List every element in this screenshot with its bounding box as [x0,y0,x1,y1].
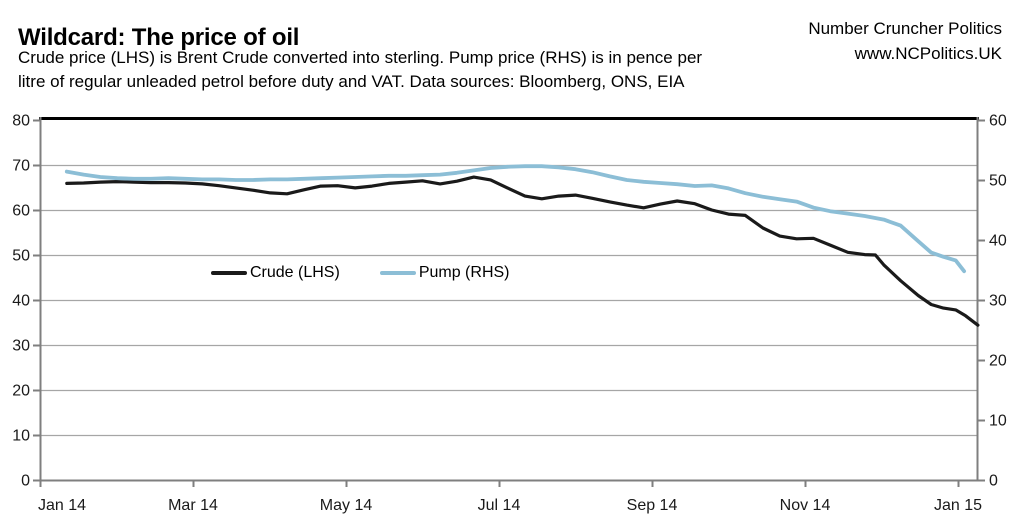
right-axis-label-10: 10 [989,413,1007,430]
pump-line [64,164,966,274]
x-axis-label-0: Jan 14 [38,497,86,514]
left-axis-label-80: 80 [12,113,30,130]
right-axis-label-60: 60 [989,113,1007,130]
left-axis-label-70: 70 [12,158,30,175]
legend-label-pump: Pump (RHS) [418,264,510,281]
right-axis-label-0: 0 [989,473,998,490]
subtitle-line-2: litre of regular unleaded petrol before … [18,72,685,91]
right-axis-label-20: 20 [989,353,1007,370]
left-axis-label-40: 40 [12,293,30,310]
right-axis-label-40: 40 [989,233,1007,250]
x-axis-label-2: May 14 [320,497,373,514]
x-axis-label-3: Jul 14 [478,497,521,514]
legend-label-crude: Crude (LHS) [250,264,340,281]
page-title: Wildcard: The price of oil [18,24,300,52]
x-axis-label-4: Sep 14 [627,497,678,514]
x-axis-label-6: Jan 15 [934,497,982,514]
x-axis-label-5: Nov 14 [780,497,831,514]
legend-item-pump: Pump (RHS) [379,264,510,282]
pump-line-swatch [379,270,416,276]
subtitle-line-1: Crude price (LHS) is Brent Crude convert… [18,48,703,67]
left-axis-label-50: 50 [12,248,30,265]
left-axis-label-10: 10 [12,428,30,445]
left-axis-label-0: 0 [21,473,30,490]
brand-url: www.NCPolitics.UK [854,44,1002,63]
left-axis-label-60: 60 [12,203,30,220]
chart-subtitle: Crude price (LHS) is Brent Crude convert… [18,46,702,94]
right-axis-label-50: 50 [989,173,1007,190]
left-axis-label-30: 30 [12,338,30,355]
chart-legend: Crude (LHS) Pump (RHS) [211,264,510,282]
crude-line [65,175,980,327]
crude-line-swatch [211,271,247,275]
x-axis-label-1: Mar 14 [168,497,218,514]
legend-item-crude: Crude (LHS) [211,264,340,282]
left-axis-label-20: 20 [12,383,30,400]
brand-block: Number Cruncher Politics www.NCPolitics.… [808,16,1002,66]
brand-name: Number Cruncher Politics [808,19,1002,38]
right-axis-label-30: 30 [989,293,1007,310]
